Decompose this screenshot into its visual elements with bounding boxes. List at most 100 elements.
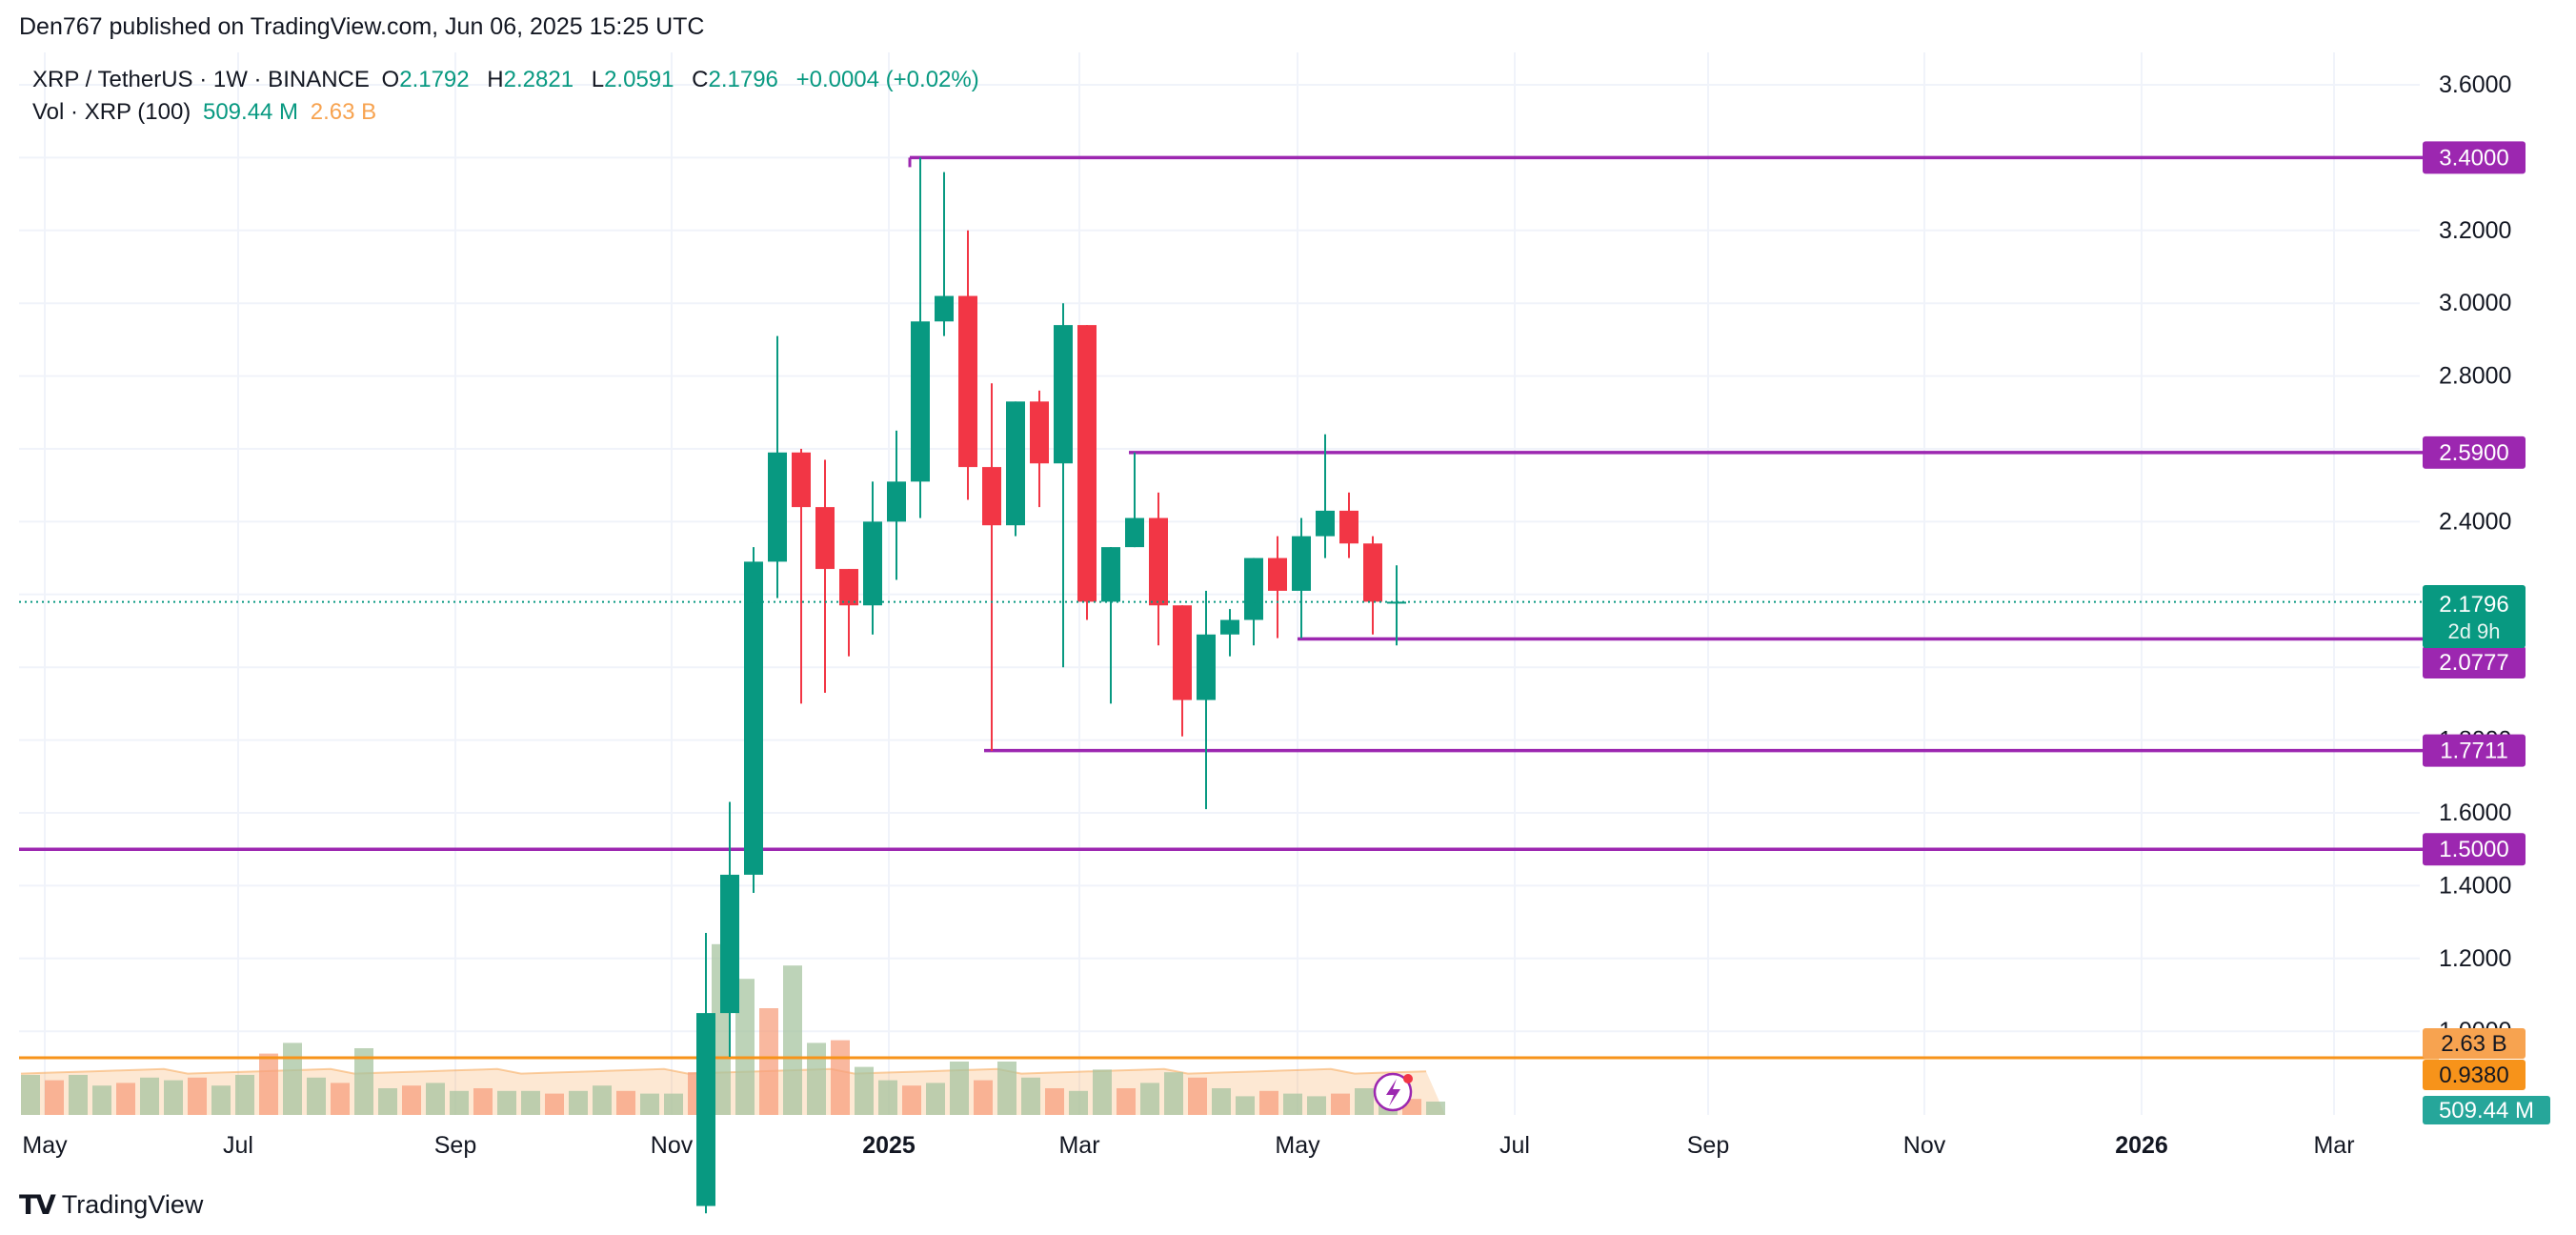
volume-bar: [1259, 1090, 1278, 1115]
volume-bar: [164, 1080, 183, 1115]
volume-bar: [1164, 1072, 1183, 1115]
volume-bar: [831, 1040, 850, 1115]
x-tick-label: Jul: [1499, 1132, 1530, 1159]
volume-bar: [640, 1093, 659, 1115]
x-axis[interactable]: May Jul Sep Nov 2025 Mar May Jul Sep Nov 2026 Mar: [22, 1132, 2354, 1159]
volume-line-badge-text: 0.9380: [2439, 1063, 2508, 1088]
candle-body: [1149, 517, 1168, 606]
candle: [1220, 609, 1239, 657]
volume-bar: [521, 1090, 540, 1115]
candle-body: [696, 1013, 715, 1206]
symbol-legend[interactable]: XRP / TetherUS · 1W · BINANCE O2.1792 H2…: [32, 67, 985, 93]
volume-bar: [1188, 1077, 1207, 1115]
high-label: H: [487, 67, 504, 92]
volume-bar: [545, 1093, 564, 1115]
candle: [839, 569, 858, 657]
volume-bar: [69, 1075, 88, 1115]
volume-ma-badge: [2423, 1028, 2526, 1059]
candle: [1173, 605, 1192, 737]
volume-bar: [759, 1008, 778, 1115]
level-badge-text: 3.4000: [2439, 145, 2508, 171]
candle: [958, 230, 977, 500]
last-price-text: 2.1796: [2439, 592, 2508, 618]
candle-body: [958, 295, 977, 468]
y-tick-label: 1.6000: [2439, 800, 2511, 826]
volume-label[interactable]: Vol · XRP (100): [32, 99, 191, 125]
volume-bar: [283, 1043, 302, 1115]
x-tick-label: Nov: [1903, 1132, 1946, 1159]
x-tick-label: Mar: [2313, 1132, 2354, 1159]
volume-bar: [450, 1090, 469, 1115]
publisher-line: Den767 published on TradingView.com, Jun…: [19, 13, 705, 40]
countdown-text: 2d 9h: [2447, 619, 2500, 643]
volume-bar: [1117, 1088, 1136, 1115]
y-tick-label: 1.4000: [2439, 872, 2511, 899]
y-tick-label: 2.8000: [2439, 363, 2511, 390]
change-value: +0.0004 (+0.02%): [795, 67, 979, 92]
level-badge: [2423, 646, 2526, 678]
symbol-name[interactable]: XRP / TetherUS · 1W · BINANCE: [32, 67, 370, 92]
level-badge: [2423, 734, 2526, 767]
volume-legend[interactable]: Vol · XRP (100) 509.44 M 2.63 B: [32, 99, 382, 126]
candle: [1316, 434, 1335, 558]
volume-bar: [426, 1083, 445, 1115]
level-badge-text: 1.5000: [2439, 837, 2508, 862]
candle-body: [815, 507, 835, 570]
volume-ma-badge-text: 2.63 B: [2441, 1031, 2506, 1057]
candles[interactable]: [19, 157, 2425, 1214]
y-tick-label: 3.6000: [2439, 71, 2511, 98]
horizontal-levels[interactable]: [19, 155, 2439, 851]
candle: [815, 459, 835, 693]
volume-bar: [1021, 1077, 1040, 1115]
volume-bar: [116, 1083, 135, 1115]
level-badge-text: 1.7711: [2440, 739, 2508, 764]
volume-bar: [497, 1090, 516, 1115]
volume-bar: [21, 1075, 40, 1115]
candle: [1101, 547, 1120, 704]
y-tick-label: 3.2000: [2439, 217, 2511, 244]
candle-body: [1292, 536, 1311, 591]
candle-body: [1101, 547, 1120, 602]
volume-value: 509.44 M: [202, 99, 299, 125]
candle-body: [1030, 401, 1049, 464]
volume-bar: [1331, 1093, 1350, 1115]
low-label: L: [591, 67, 605, 92]
y-tick-label: 1.2000: [2439, 945, 2511, 972]
candle-body: [744, 561, 763, 875]
candle: [1197, 590, 1216, 810]
level-badge-text: 2.0777: [2439, 650, 2508, 676]
candle-body: [1173, 605, 1192, 700]
volume-bar: [1093, 1069, 1112, 1115]
x-tick-label: May: [22, 1132, 68, 1159]
volume-bar: [1045, 1088, 1064, 1115]
volume-value-badge-text: 509.44 M: [2439, 1098, 2534, 1124]
replay-icon[interactable]: [1373, 1072, 1413, 1112]
volume-bar: [593, 1085, 612, 1115]
volume-bar: [902, 1085, 921, 1115]
x-tick-label: Nov: [651, 1132, 694, 1159]
candle-body: [768, 452, 787, 562]
tradingview-logo[interactable]: 𝗧𝗩 TradingView: [19, 1189, 203, 1221]
candle-body: [887, 481, 906, 522]
candle: [911, 157, 930, 518]
candle-body: [839, 569, 858, 606]
volume-bar: [473, 1088, 493, 1115]
volume-bar: [211, 1085, 231, 1115]
tradingview-logo-icon: 𝗧𝗩: [19, 1190, 56, 1220]
candle: [1387, 565, 1406, 646]
y-axis[interactable]: 3.60003.40003.20003.00002.80002.60002.40…: [2439, 71, 2511, 1044]
candle: [1077, 325, 1097, 620]
volume-bar: [1426, 1102, 1445, 1115]
y-tick-label: 3.0000: [2439, 290, 2511, 316]
candle-body: [935, 295, 954, 322]
candle-body: [1197, 634, 1216, 700]
volume-bar: [307, 1077, 326, 1115]
volume-layer: [19, 943, 2439, 1115]
volume-bar: [926, 1083, 945, 1115]
candle: [1363, 536, 1382, 635]
close-label: C: [692, 67, 709, 92]
candle-body: [863, 521, 882, 606]
volume-ma-value: 2.63 B: [310, 99, 377, 125]
